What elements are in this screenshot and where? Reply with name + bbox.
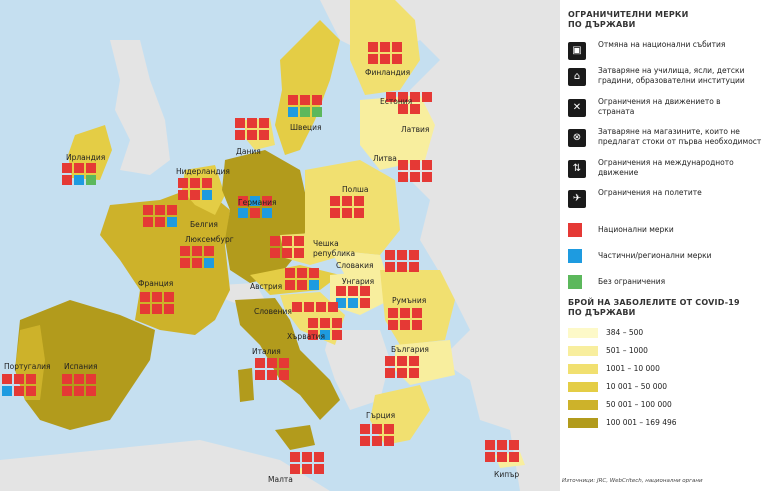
label-lithuania: Литва [373,154,397,163]
swatch-red [568,223,582,237]
non-eu-land-uk [110,40,170,175]
non-eu-land-north [280,0,560,491]
legend-cases-2: 501 – 1000 [568,344,762,366]
label-ireland: Ирландия [66,153,105,162]
label-romania: Румъния [392,296,426,305]
label-sweden: Швеция [290,123,322,132]
cases-title-2: ПО ДЪРЖАВИ [568,308,636,317]
legend-measure-movement: ✕ Ограничения на движението в страната [568,97,762,119]
label-greece: Гърция [366,411,395,420]
label-denmark: Дания [236,147,261,156]
legend-cases-4: 10 001 – 50 000 [568,380,762,402]
range-label: 1001 – 10 000 [606,364,660,373]
non-eu-land-balkans [325,330,390,410]
label-france: Франция [138,279,173,288]
range-label: 50 001 – 100 000 [606,400,672,409]
international-icon: ⇅ [568,160,586,178]
label-spain: Испания [64,362,98,371]
label-estonia: Естония [380,97,412,106]
range-label: 501 – 1000 [606,346,648,355]
measures-title-1: ОГРАНИЧИТЕЛНИ МЕРКИ [568,10,689,19]
measures-title-2: ПО ДЪРЖАВИ [568,20,636,29]
legend-level-national: Национални мерки [568,220,762,242]
swatch-blue [568,249,582,263]
label-bulgaria: България [391,345,429,354]
legend-cases-5: 50 001 – 100 000 [568,398,762,420]
legend-level-none: Без ограничения [568,272,762,294]
label-czech-1: Чешка [313,239,339,248]
range-swatch [568,400,598,410]
swatch-green [568,275,582,289]
legend-measure-flights: ✈ Ограничения на полетите [568,188,762,210]
france-shape [100,185,230,335]
poland-shape [305,160,400,255]
legend-measure-label: Ограничения на полетите [598,188,702,197]
label-netherlands: Нидерландия [176,167,230,176]
legend-measure-events: ▣ Отмяна на национални събития [568,40,762,62]
europe-map: Ирландия Нидерландия Белгия Люксембург Ф… [0,0,560,491]
measure-markers [2,42,519,474]
cancel-events-icon: ▣ [568,42,586,60]
label-slovenia: Словения [254,307,292,316]
label-cyprus: Кипър [494,470,519,479]
sweden-shape [275,20,340,155]
sicily-shape [275,425,315,450]
non-eu-land-north-africa [0,440,330,491]
legend-cases-1: 384 – 500 [568,326,762,348]
label-slovakia: Словакия [336,261,374,270]
sardinia-shape [238,368,254,402]
legend-cases-3: 1001 – 10 000 [568,362,762,384]
school-icon: ⌂ [568,68,586,86]
range-label: 10 001 – 50 000 [606,382,668,391]
range-label: 384 – 500 [606,328,644,337]
range-swatch [568,346,598,356]
legend-panel: ОГРАНИЧИТЕЛНИ МЕРКИ ПО ДЪРЖАВИ ▣ Отмяна … [562,0,766,491]
label-luxembourg: Люксембург [185,235,234,244]
legend-measure-label: Затваряне на училища, ясли, детски градин… [598,66,745,85]
label-germany: Германия [238,198,277,207]
iberia-shape [15,300,155,430]
label-portugal: Португалия [4,362,51,371]
label-hungary: Унгария [342,277,374,286]
label-italy: Италия [252,347,281,356]
label-croatia: Хърватия [287,332,325,341]
legend-measure-schools: ⌂ Затваряне на училища, ясли, детски град… [568,66,762,88]
legend-level-partial: Частични/регионални мерки [568,246,762,268]
legend-measure-label: Затваряне на магазините, които не предлаг… [598,127,762,146]
label-austria: Австрия [250,282,282,291]
legend-cases-6: 100 001 – 169 496 [568,416,762,438]
range-swatch [568,382,598,392]
shop-icon: ⊗ [568,129,586,147]
label-czech-2: република [313,249,355,258]
label-finland: Финландия [365,68,410,77]
legend-measure-label: Отмяна на национални събития [598,40,726,49]
range-label: 100 001 – 169 496 [606,418,677,427]
legend-level-label: Без ограничения [598,277,666,286]
legend-level-label: Национални мерки [598,225,674,234]
label-poland: Полша [342,185,368,194]
plane-icon: ✈ [568,190,586,208]
romania-shape [380,270,455,345]
label-belgium: Белгия [190,220,218,229]
range-swatch [568,364,598,374]
legend-measure-label: Ограничения на международното движение [598,158,734,177]
label-malta: Малта [268,475,293,484]
cases-title-1: БРОЙ НА ЗАБОЛЕЛИТЕ ОТ COVID-19 [568,298,740,307]
slovakia-shape [330,250,385,275]
range-swatch [568,418,598,428]
legend-measure-label: Ограничения на движението в страната [598,97,721,116]
label-latvia: Латвия [401,125,429,134]
legend-level-label: Частични/регионални мерки [598,251,712,260]
source-note: Източници: JRC, WebCritech, национални о… [562,478,703,484]
movement-icon: ✕ [568,99,586,117]
range-swatch [568,328,598,338]
legend-measure-shops: ⊗ Затваряне на магазините, които не предл… [568,127,762,149]
legend-measure-international: ⇅ Ограничения на международното движение [568,158,762,180]
